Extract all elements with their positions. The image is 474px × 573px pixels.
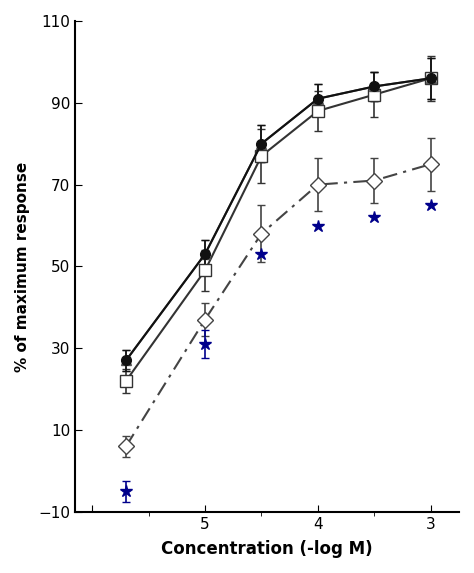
X-axis label: Concentration (-log M): Concentration (-log M): [161, 540, 373, 558]
Y-axis label: % of maximum response: % of maximum response: [15, 161, 30, 371]
